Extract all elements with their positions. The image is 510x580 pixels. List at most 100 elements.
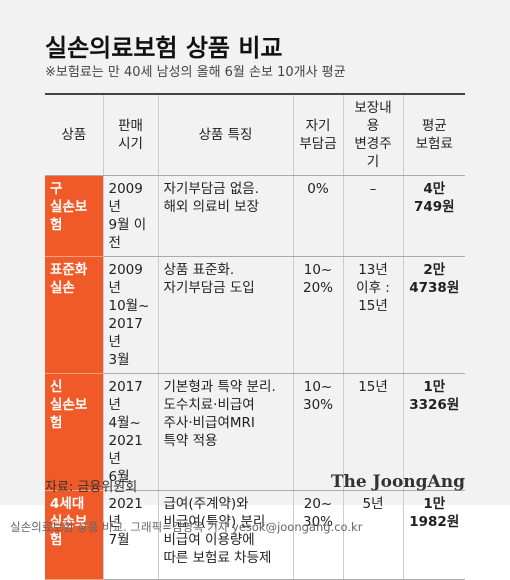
table-cell: 10~ 30% (292, 373, 343, 491)
column-header: 상품 특징 (157, 93, 293, 176)
cell-line: 해외 의료비 보장 (163, 199, 260, 215)
table-cell: 급여(주계약)와 비급여(특약) 분리. 비급여 이용량에 따른 보험료 차등제 (157, 490, 293, 580)
cell-line: 2009년 (108, 181, 143, 215)
cell-line: 4738원 (409, 280, 460, 296)
cell-line: 변경주기 (354, 136, 392, 170)
product-cell: 4세대 실손보험 (45, 490, 103, 580)
cell-line: 15년 (358, 379, 388, 395)
table-cell: 5년 (342, 490, 403, 580)
cell-line: 1만 (423, 496, 446, 512)
cell-line: 3326원 (409, 397, 460, 413)
cell-line: 2만 (423, 262, 446, 278)
cell-line: 1만 (423, 379, 446, 395)
cell-line: 4세대 (50, 496, 85, 512)
cell-line: 30% (302, 397, 333, 413)
cell-line: 2021년 (108, 433, 143, 467)
cell-line: 6월 (108, 469, 130, 485)
table-cell: 2017년 4월~ 2021년 6월 (102, 373, 158, 491)
cell-line: 1982원 (409, 514, 460, 530)
cell-line: 보장내용 (354, 100, 392, 134)
table-row: 구 실손보험 2009년 9월 이전 자기부담금 없음. 해외 의료비 보장 0% –4만 74… (45, 175, 465, 257)
cell-line: 기본형과 특약 분리. (163, 379, 276, 395)
column-header: 보장내용 변경주기 (342, 93, 403, 176)
cell-line: 10~ (303, 262, 333, 278)
table-cell: – (342, 175, 403, 257)
cell-line: 10~ (303, 379, 333, 395)
cell-line: 보험료 (415, 136, 453, 152)
comparison-table: 상품 판매 시기 상품 특징 자기 부담금 보장내용 변경주기 평균 보험료 구 실손보험 2009년… (45, 93, 465, 580)
cell-line: 0% (307, 181, 329, 197)
cell-line: 10월~ (108, 298, 150, 314)
cell-line: 2009년 (108, 262, 143, 296)
cell-line: 20~ (303, 496, 333, 512)
cell-line: 상품 (61, 127, 87, 143)
source: 자료: 금융위원회 (45, 480, 138, 495)
table-row: 4세대 실손보험 2021년 7월 급여(주계약)와 비급여(특약) 분리. 비급여 이용량… (45, 490, 465, 580)
table-cell: 20~ 30% (292, 490, 343, 580)
table-cell: 4만 749원 (402, 175, 465, 257)
table-cell: 2009년 9월 이전 (102, 175, 158, 257)
cell-line: 749원 (413, 199, 455, 215)
cell-line: 2021년 (108, 496, 143, 530)
cell-line: 20% (302, 280, 333, 296)
cell-line: 상품 표준화. (163, 262, 235, 278)
cell-line: 3월 (108, 352, 130, 368)
cell-line: 자기부담금 도입 (163, 280, 255, 296)
cell-line: 2017년 (108, 379, 143, 413)
cell-line: 이후 : (356, 280, 390, 296)
cell-line: 자기부담금 없음. (163, 181, 260, 197)
column-header: 상품 (45, 93, 103, 176)
cell-line: 15년 (358, 298, 388, 314)
cell-line: 2017년 (108, 316, 143, 350)
cell-line: 실손보험 (50, 397, 88, 431)
table-row: 신 실손보험 2017년 4월~ 2021년 6월 기본형과 특약 분리. 도수치료·비급여 주… (45, 373, 465, 491)
cell-line: 상품 특징 (198, 127, 253, 143)
table-cell: 2021년 7월 (102, 490, 158, 580)
cell-line: 특약 적용 (163, 433, 218, 449)
table-row: 표준화 실손 2009년 10월~ 2017년 3월 상품 표준화. 자기부담금 도입 10~ 2… (45, 256, 465, 374)
cell-line: 5년 (362, 496, 384, 512)
column-header: 판매 시기 (102, 93, 158, 176)
table-cell: 2009년 10월~ 2017년 3월 (102, 256, 158, 374)
cell-line: 도수치료·비급여 (163, 397, 255, 413)
cell-line: 표준화 (50, 262, 88, 278)
cell-line: 실손 (50, 280, 75, 296)
cell-line: 주사·비급여MRI (163, 415, 255, 431)
cell-line: 4만 (423, 181, 446, 197)
cell-line: 9월 이전 (108, 217, 147, 251)
cell-line: 13년 (358, 262, 388, 278)
credit: 실손의료보험 상품 비교. 그래픽=김영옥 기자 yesok@joongang.… (10, 520, 363, 534)
table-cell: 2만 4738원 (402, 256, 465, 374)
cell-line: 30% (302, 514, 333, 530)
table-cell: 15년 (342, 373, 403, 491)
cell-line: 자기 (305, 118, 331, 134)
cell-line: 구 (50, 181, 63, 197)
cell-line: 4월~ (108, 415, 141, 431)
subtitle: ※보험료는 만 40세 남성의 올해 6월 손보 10개사 평균 (45, 65, 346, 80)
table-cell: 자기부담금 없음. 해외 의료비 보장 (157, 175, 293, 257)
brand: The JoongAng (330, 472, 465, 492)
cell-line: – (369, 181, 377, 197)
table-cell: 10~ 20% (292, 256, 343, 374)
cell-line: 부담금 (299, 136, 337, 152)
cell-line: 신 (50, 379, 63, 395)
cell-line: 따른 보험료 차등제 (163, 550, 272, 566)
cell-line: 급여(주계약)와 (163, 496, 249, 512)
table-cell: 1만 3326원 (402, 373, 465, 491)
cell-line: 판매 (118, 118, 143, 134)
cell-line: 비급여(특약) 분리. (163, 514, 270, 530)
cell-line: 실손보험 (50, 199, 88, 233)
cell-line: 평균 (421, 118, 447, 134)
table-cell: 상품 표준화. 자기부담금 도입 (157, 256, 293, 374)
header-row: 상품 판매 시기 상품 특징 자기 부담금 보장내용 변경주기 평균 보험료 (45, 93, 465, 176)
table-cell: 1만 1982원 (402, 490, 465, 580)
